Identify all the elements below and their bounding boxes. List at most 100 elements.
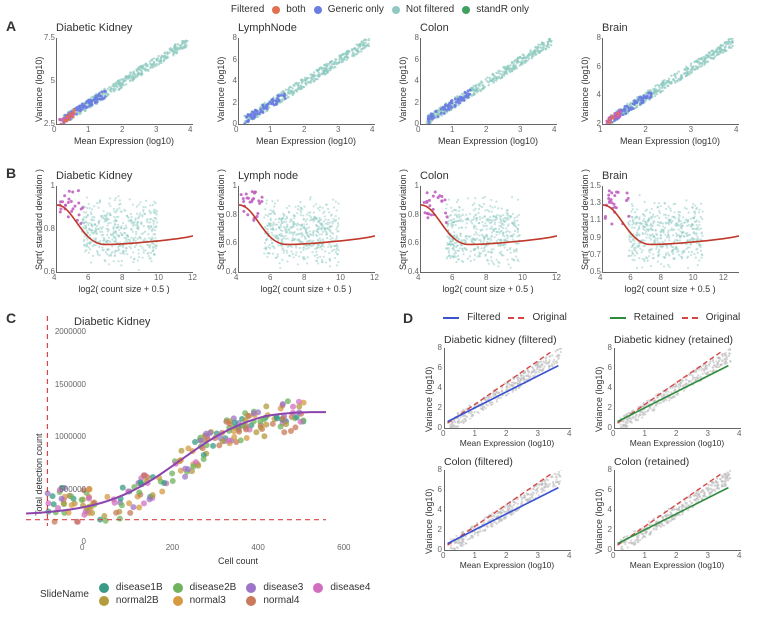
- y-tick: 0: [401, 119, 419, 128]
- y-tick: 1.3: [583, 198, 601, 207]
- y-tick: 1: [37, 181, 55, 190]
- plot-area: [420, 186, 557, 273]
- y-tick: 2: [401, 98, 419, 107]
- x-tick: 4: [737, 551, 741, 560]
- y-tick: 8: [583, 33, 601, 42]
- y-tick: 0: [40, 537, 86, 546]
- x-tick: 3: [518, 125, 522, 134]
- x-tick: 2: [674, 551, 678, 560]
- x-tick: 3: [706, 551, 710, 560]
- y-tick: 7.5: [37, 33, 55, 42]
- slide-label: disease1B: [116, 582, 163, 593]
- x-tick: 4: [737, 429, 741, 438]
- slide-legend-item: normal2B: [99, 595, 163, 606]
- y-tick: 4: [583, 90, 601, 99]
- plot-area: [238, 186, 375, 273]
- x-tick: 2: [643, 125, 647, 134]
- y-tick: 8: [430, 343, 442, 352]
- slide-legend-item: disease3: [246, 582, 303, 593]
- panel-d-legend-retained: Retained Original: [600, 312, 750, 323]
- slide-label: normal4: [263, 595, 299, 606]
- legend-item: Original: [508, 312, 566, 323]
- x-tick: 3: [536, 429, 540, 438]
- panel-d-legend-filtered: FilteredOriginal: [430, 312, 580, 323]
- x-tick: 10: [518, 273, 527, 282]
- x-axis-label: Mean Expression (log10): [602, 136, 738, 146]
- plot-d-3: Colon (retained)Variance (log10)Mean Exp…: [586, 456, 752, 574]
- x-axis-label: Mean Expression (log10): [56, 136, 192, 146]
- y-tick: 0.4: [219, 267, 237, 276]
- slide-legend-title: SlideName: [40, 589, 89, 600]
- legend-line: [508, 317, 524, 319]
- legend-label: Retained: [634, 312, 674, 323]
- y-tick: 2: [219, 98, 237, 107]
- y-tick: 0.8: [401, 210, 419, 219]
- x-tick: 10: [336, 273, 345, 282]
- y-tick: 8: [430, 465, 442, 474]
- plot-title: Colon (filtered): [444, 456, 513, 468]
- plot-title: Colon (retained): [614, 456, 689, 468]
- y-tick: 5: [37, 76, 55, 85]
- legend-label: Original: [706, 312, 740, 323]
- x-tick: 6: [86, 273, 90, 282]
- slide-label: disease4: [330, 582, 370, 593]
- y-tick: 1: [401, 181, 419, 190]
- x-tick: 1: [268, 125, 272, 134]
- y-tick: 8: [219, 33, 237, 42]
- legend-item: Generic only: [314, 4, 384, 15]
- slide-legend-item: normal3: [173, 595, 237, 606]
- panel-label-c: C: [6, 310, 16, 326]
- slide-swatch: [173, 596, 183, 606]
- legend-dot: [462, 6, 470, 14]
- plot-title: Diabetic kidney (retained): [614, 334, 733, 346]
- x-tick: 1: [473, 429, 477, 438]
- legend-dot: [272, 6, 280, 14]
- x-tick: 1: [643, 429, 647, 438]
- x-tick: 6: [628, 273, 632, 282]
- slide-swatch: [99, 583, 109, 593]
- y-tick: 6: [600, 363, 612, 372]
- plot-area: [238, 38, 375, 125]
- x-tick: 2: [484, 125, 488, 134]
- x-tick: 3: [706, 429, 710, 438]
- slide-swatch: [313, 583, 323, 593]
- y-tick: 0.6: [219, 238, 237, 247]
- x-tick: 4: [370, 125, 374, 134]
- y-tick: 4: [430, 383, 442, 392]
- slide-swatch: [246, 583, 256, 593]
- x-tick: 3: [536, 551, 540, 560]
- x-tick: 10: [689, 273, 698, 282]
- x-tick: 6: [268, 273, 272, 282]
- x-tick: 1: [473, 551, 477, 560]
- x-axis-label: Mean Expression (log10): [420, 136, 556, 146]
- plot-title: Diabetic Kidney: [56, 22, 132, 34]
- legend-item: Original: [682, 312, 740, 323]
- x-tick: 1: [450, 125, 454, 134]
- y-tick: 0: [600, 545, 612, 554]
- legend-dot: [392, 6, 400, 14]
- x-tick: 12: [552, 273, 561, 282]
- x-tick: 1: [86, 125, 90, 134]
- x-tick: 12: [188, 273, 197, 282]
- y-axis-label: Variance (log10): [216, 57, 226, 122]
- legend-item: Retained: [610, 312, 674, 323]
- plot-area: [614, 348, 741, 429]
- x-tick: 2: [504, 429, 508, 438]
- x-tick: 4: [188, 125, 192, 134]
- y-tick: 2: [430, 525, 442, 534]
- plot-title: Lymph node: [238, 170, 298, 182]
- y-tick: 0: [600, 423, 612, 432]
- legend-title: Filtered: [231, 4, 264, 15]
- slide-legend-item: normal4: [246, 595, 303, 606]
- slide-swatch: [173, 583, 183, 593]
- x-tick: 8: [658, 273, 662, 282]
- panel-a-legend: Filtered bothGeneric onlyNot filteredsta…: [120, 4, 640, 15]
- plot-panelA-0: Diabetic KidneyVariance (log10)Mean Expr…: [26, 22, 202, 148]
- plot-panelA-2: ColonVariance (log10)Mean Expression (lo…: [390, 22, 566, 148]
- y-tick: 8: [600, 343, 612, 352]
- plot-title: Colon: [420, 170, 449, 182]
- slide-swatch: [99, 596, 109, 606]
- panel-c: Diabetic KidneyTotal detection countCell…: [26, 316, 406, 576]
- plot-title: Brain: [602, 170, 628, 182]
- plot-panelA-3: BrainVariance (log10)Mean Expression (lo…: [572, 22, 748, 148]
